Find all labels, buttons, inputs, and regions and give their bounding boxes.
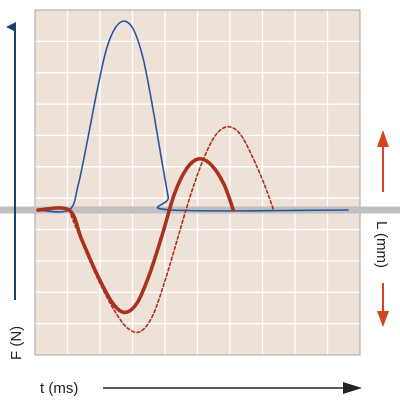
series-layer <box>36 20 349 334</box>
series-line-force <box>37 20 349 213</box>
plot-frame <box>34 9 361 356</box>
time-axis-label: t (ms) <box>40 380 78 397</box>
series-line-length <box>36 156 236 315</box>
grid <box>35 10 360 355</box>
length-up-arrow <box>377 130 389 192</box>
time-axis-arrow <box>103 382 362 394</box>
series-line-length-dashed <box>68 125 275 334</box>
length-axis-label: L (mm) <box>373 221 390 268</box>
length-down-arrow <box>377 283 389 327</box>
force-axis-label: F (N) <box>8 326 25 360</box>
